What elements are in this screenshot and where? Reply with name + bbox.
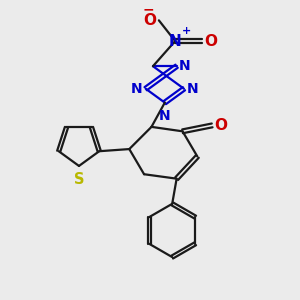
Text: O: O	[214, 118, 227, 133]
Text: N: N	[130, 82, 142, 96]
Text: O: O	[143, 13, 156, 28]
Text: N: N	[186, 82, 198, 96]
Text: S: S	[74, 172, 84, 188]
Text: −: −	[142, 3, 154, 17]
Text: N: N	[169, 34, 182, 49]
Text: O: O	[205, 34, 218, 49]
Text: N: N	[159, 109, 171, 123]
Text: N: N	[179, 59, 190, 73]
Text: +: +	[182, 26, 191, 36]
